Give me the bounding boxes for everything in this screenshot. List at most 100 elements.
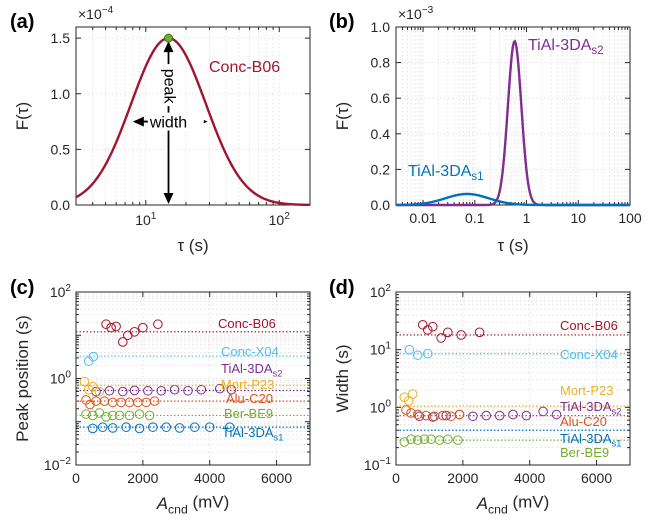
y-tick-label: 100 [50, 369, 72, 386]
y-axis-label: Peak position (s) [13, 315, 32, 442]
series-label: Ber-BE9 [560, 445, 609, 460]
data-point [87, 423, 98, 434]
data-point [106, 322, 116, 333]
grid [396, 27, 630, 205]
x-tick-label: 6000 [581, 470, 612, 486]
data-point [407, 389, 418, 399]
data-point [406, 434, 416, 445]
data-point [87, 410, 98, 421]
data-point [134, 409, 145, 419]
x-tick-label: 4000 [194, 470, 225, 486]
y-tick-label: 10−2 [44, 456, 71, 473]
x-tick-label: 6000 [261, 470, 292, 486]
data-point [404, 344, 415, 355]
panel-label: (d) [329, 277, 355, 299]
data-point [116, 397, 126, 408]
data-point [412, 435, 423, 445]
data-point [427, 321, 438, 332]
series-label: Conc-B06 [218, 316, 276, 331]
data-point [183, 385, 193, 396]
data-point [79, 376, 90, 387]
data-point [101, 412, 111, 422]
width-arrowhead [132, 116, 144, 127]
data-point [156, 385, 167, 396]
y-exponent: ×10−4 [78, 5, 114, 22]
data-point [138, 322, 148, 333]
panel-label: (a) [10, 11, 34, 33]
data-point [481, 410, 492, 421]
y-tick-label: 1.0 [371, 19, 391, 35]
peak-width-annotation: width peak [132, 33, 208, 204]
y-axis-label: Width (s) [333, 345, 352, 413]
axes-box [395, 291, 631, 466]
data-point [417, 319, 428, 330]
series-line [75, 36, 311, 207]
data-point [87, 381, 98, 392]
x-tick-label: 0 [72, 470, 80, 486]
data-point [414, 411, 425, 422]
data-point [224, 422, 235, 432]
data-point [161, 422, 172, 432]
data-point [436, 333, 446, 343]
data-point [143, 385, 153, 396]
x-tick-label: 10 [570, 210, 586, 226]
x-tick-label: 101 [135, 211, 157, 228]
data-point [454, 409, 465, 420]
width-label-bg [147, 112, 204, 131]
y-tick-label: 101 [370, 341, 392, 358]
data-point [551, 409, 562, 420]
series-label: Mort-P23 [221, 377, 274, 392]
x-axis-label: τ (s) [177, 236, 208, 255]
series-label: TiAl-3DAs1 [560, 431, 621, 448]
x-tick-label: 2000 [127, 470, 158, 486]
data-point [149, 396, 160, 406]
width-label: width [149, 115, 187, 132]
series-line [395, 192, 630, 207]
x-tick-label: 0.1 [465, 210, 485, 226]
data-point [107, 410, 118, 421]
grid [76, 292, 310, 465]
series-label: Alu-C20 [226, 391, 273, 406]
series-label: TiAl-3DAs1 [222, 425, 283, 442]
series-label: Alu-C20 [560, 414, 607, 429]
y-tick-label: 0.0 [51, 197, 71, 213]
data-point [107, 397, 118, 408]
data-point [88, 351, 99, 362]
data-point [133, 397, 143, 408]
x-tick-label: 102 [269, 211, 291, 228]
data-point [443, 434, 453, 445]
series-label: Mort-P23 [560, 383, 613, 398]
data-point [134, 423, 145, 434]
data-point [538, 406, 548, 417]
x-axis-label: τ (s) [497, 236, 528, 255]
data-point [399, 437, 410, 447]
x-axis-label: Acnd (mV) [476, 492, 550, 516]
data-point [419, 434, 430, 445]
data-point [148, 422, 158, 432]
y-axis-label: F(τ) [13, 102, 32, 130]
panel-c: 0 2000 4000 6000 10−2 100 102 Acnd (mV) Peak pos… [10, 277, 311, 516]
panel-b: 0.01 0.1 1 10 100 0.0 0.2 0.4 0.6 0.8 1.0 ×10−3 τ (s… [329, 5, 642, 255]
data-point [121, 422, 131, 432]
series-label: Conc-B06 [209, 59, 280, 76]
series-label: Conc-X04 [221, 344, 279, 359]
data-point [174, 423, 185, 433]
grid [396, 292, 630, 465]
data-point [124, 410, 135, 421]
data-point [81, 409, 91, 419]
y-tick-label: 1.0 [51, 86, 71, 102]
series-label: Conc-X04 [560, 347, 618, 362]
data-point [204, 422, 215, 432]
panel-label: (c) [10, 277, 34, 299]
data-point [129, 327, 140, 337]
data-point [422, 325, 433, 335]
data-point [426, 434, 436, 445]
series-label: TiAl-3DAs2 [221, 361, 282, 378]
data-point [107, 423, 118, 433]
peak-marker [164, 33, 174, 43]
y-tick-label: 0.2 [371, 161, 391, 177]
x-tick-label: 2000 [447, 470, 478, 486]
data-point [101, 319, 111, 330]
axes-box [75, 26, 311, 206]
y-tick-label: 1.5 [51, 30, 71, 46]
